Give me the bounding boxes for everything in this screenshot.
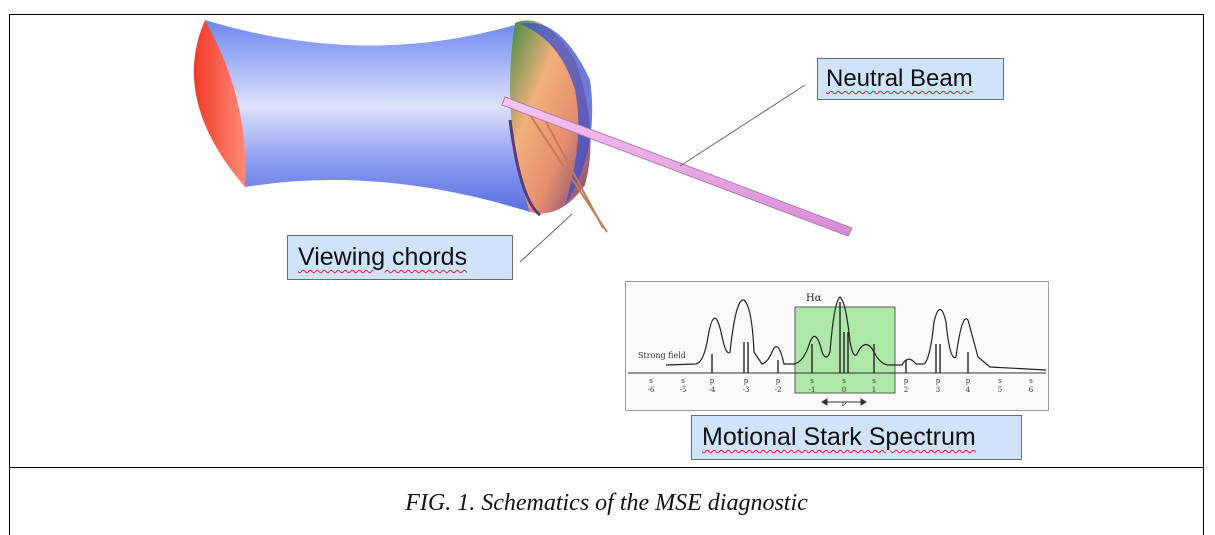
leader-line-beam	[679, 84, 806, 167]
mse-schematic	[193, 20, 853, 263]
tick-number: -1	[809, 386, 816, 394]
viewing-chords-label: Viewing chords	[287, 235, 513, 280]
caption-divider	[9, 467, 1204, 468]
motional-stark-label: Motional Stark Spectrum	[691, 415, 1022, 460]
neutral-beam-rod	[501, 96, 853, 237]
tick-mark-letter: s	[1029, 377, 1033, 385]
spectrum-trace	[665, 296, 1047, 371]
neutral-beam-label: Neutral Beam	[817, 58, 1004, 100]
viewing-chord-lines	[529, 114, 608, 233]
figure-frame	[9, 14, 1204, 535]
tick-mark-letter: p	[776, 377, 781, 385]
tick-mark-letter: s	[810, 377, 814, 385]
leader-line-chords	[519, 213, 573, 263]
tick-number: 3	[936, 386, 940, 394]
tick-number: -5	[680, 386, 687, 394]
tick-number: -2	[775, 386, 782, 394]
strong-field-label: Strong field	[638, 351, 686, 360]
figure-caption: FIG. 1. Schematics of the MSE diagnostic	[405, 490, 808, 516]
tick-mark-letter: s	[681, 377, 685, 385]
frequency-axis-label: ν	[842, 399, 847, 408]
tick-mark-letter: p	[936, 377, 941, 385]
halpha-label: Hα	[806, 293, 822, 304]
tick-mark-letter: s	[649, 377, 653, 385]
torus-section	[193, 20, 593, 217]
tick-marks: s-6 s-5 p-4 p-3 p-2 s-1 s0 s1 p2 p3 p4 s…	[648, 377, 1034, 394]
tick-number: -6	[648, 386, 655, 394]
tick-number: -3	[743, 386, 750, 394]
tick-number: -4	[709, 386, 716, 394]
tick-mark-letter: p	[744, 377, 749, 385]
tick-number: 1	[872, 386, 876, 394]
tick-number: 0	[842, 386, 846, 394]
frequency-arrow	[821, 398, 867, 406]
tick-mark-letter: p	[710, 377, 715, 385]
tick-number: 5	[998, 386, 1002, 394]
tick-mark-letter: p	[966, 377, 971, 385]
tick-mark-letter: s	[872, 377, 876, 385]
stark-spectrum-plot: Hα Strong field s -6 s -5 p -4 p -3	[625, 281, 1049, 411]
torus-end-face-red	[193, 20, 246, 187]
tick-mark-letter: s	[998, 377, 1002, 385]
tick-number: 2	[904, 386, 908, 394]
tick-number: 6	[1029, 386, 1034, 394]
tick-mark-letter: p	[904, 377, 909, 385]
stark-stick-lines	[711, 302, 969, 373]
tick-mark-letter: s	[842, 377, 846, 385]
tick-number: 4	[966, 386, 971, 394]
